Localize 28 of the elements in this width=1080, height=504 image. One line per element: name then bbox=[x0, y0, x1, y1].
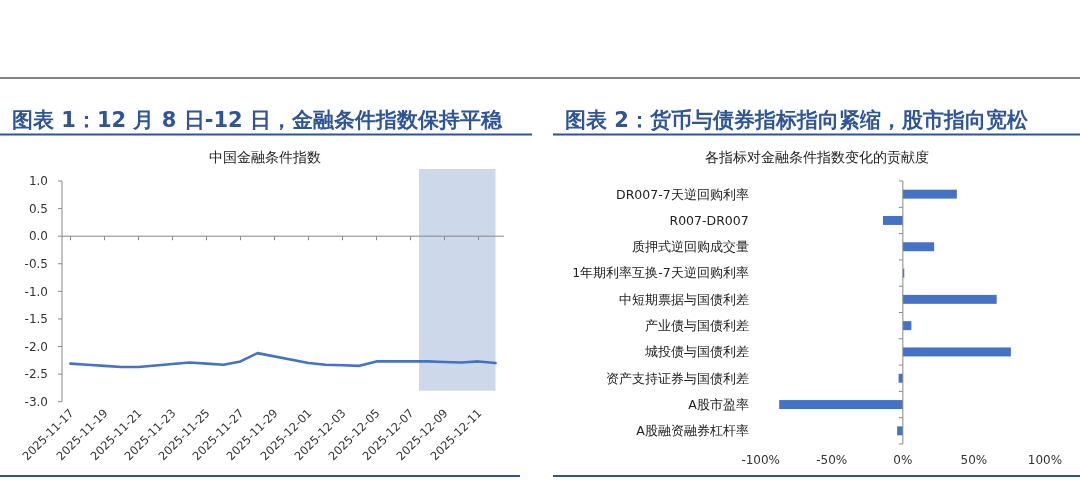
y-tick-label: 1.0 bbox=[28, 174, 48, 189]
chart-subtitle: 中国金融条件指数 bbox=[209, 149, 321, 165]
x-tick-label: -100% bbox=[741, 453, 781, 468]
y-tick-label: 资产支持证券与国债利差 bbox=[605, 370, 749, 386]
x-tick-label: 100% bbox=[1027, 453, 1063, 468]
chart-subtitle: 各指标对金融条件指数变化的贡献度 bbox=[705, 149, 929, 165]
y-tick-label: -1.5 bbox=[24, 312, 48, 327]
y-tick-label: 产业债与国债利差 bbox=[644, 318, 749, 334]
y-tick-label: -2.5 bbox=[24, 367, 48, 382]
x-tick-label: -50% bbox=[816, 453, 848, 468]
y-tick-label: 中短期票据与国债利差 bbox=[618, 291, 749, 307]
y-tick-label: -0.5 bbox=[24, 256, 48, 271]
y-tick-label: -1.0 bbox=[24, 284, 48, 299]
y-tick-label: R007-DR007 bbox=[669, 212, 749, 228]
x-tick-label: 50% bbox=[960, 453, 988, 468]
x-tick-label: 0% bbox=[893, 453, 913, 468]
y-tick-label: 0.0 bbox=[28, 229, 48, 244]
y-tick-label: 0.5 bbox=[28, 201, 48, 216]
y-tick-label: 1年期利率互换-7天逆回购利率 bbox=[572, 265, 749, 281]
y-tick-label: 质押式逆回购成交量 bbox=[631, 239, 749, 255]
y-tick-label: A股市盈率 bbox=[688, 396, 749, 412]
y-tick-label: -3.0 bbox=[24, 394, 48, 409]
chart-title: 图表 2：货币与债券指标指向紧缩，股市指向宽松 bbox=[565, 108, 1029, 132]
chart-title: 图表 1：12 月 8 日-12 日，金融条件指数保持平稳 bbox=[12, 108, 503, 132]
y-tick-label: DR007-7天逆回购利率 bbox=[616, 186, 749, 202]
y-tick-label: A股融资融券杠杆率 bbox=[636, 423, 749, 439]
y-tick-label: 城投债与国债利差 bbox=[643, 344, 749, 360]
y-tick-label: -2.0 bbox=[24, 339, 48, 354]
